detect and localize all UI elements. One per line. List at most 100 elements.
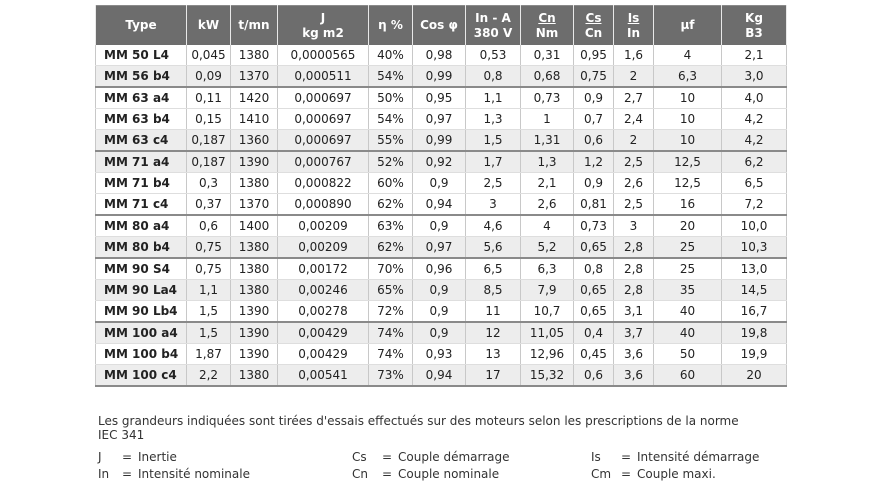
column-header: Is In xyxy=(613,5,654,45)
table-cell: 7,9 xyxy=(520,279,574,301)
legend-item: Is = Intensité démarrage xyxy=(591,450,759,464)
table-cell: 13,0 xyxy=(721,257,787,280)
table-cell: 0,7 xyxy=(573,108,614,130)
table-cell: 3 xyxy=(613,214,654,237)
table-cell: 73% xyxy=(368,364,413,387)
table-cell: 2,2 xyxy=(186,364,231,387)
column-header-line2: 380 V xyxy=(473,25,513,40)
table-row: MM 80 b4 0,75 1380 0,00209 62% 0,97 5,6 5,2 0,65… xyxy=(95,236,787,259)
table-cell: 62% xyxy=(368,193,413,216)
table-cell: 74% xyxy=(368,321,413,344)
table-cell: 63% xyxy=(368,214,413,237)
table-cell: 1390 xyxy=(230,150,278,173)
table-row: MM 100 c4 2,2 1380 0,00541 73% 0,94 17 15,32 0,6… xyxy=(95,364,787,387)
table-cell: 10 xyxy=(653,86,722,109)
motor-type-cell: MM 71 c4 xyxy=(95,193,187,216)
legend-abbr: Cn xyxy=(352,467,368,481)
table-cell: 54% xyxy=(368,108,413,130)
column-header: t/mn xyxy=(230,5,278,45)
table-cell: 6,3 xyxy=(520,257,574,280)
table-cell: 0,000697 xyxy=(277,86,369,109)
table-cell: 0,6 xyxy=(573,364,614,387)
column-header-line1: J xyxy=(320,10,326,25)
table-cell: 5,6 xyxy=(465,236,521,259)
legend-item: Cm = Couple maxi. xyxy=(591,467,716,481)
table-cell: 2,6 xyxy=(520,193,574,216)
table-cell: 3,6 xyxy=(613,343,654,365)
table-cell: 0,000511 xyxy=(277,65,369,88)
table-cell: 10 xyxy=(653,129,722,152)
table-cell: 0,94 xyxy=(412,364,466,387)
table-cell: 4,6 xyxy=(465,214,521,237)
table-cell: 2 xyxy=(613,129,654,152)
table-cell: 0,3 xyxy=(186,172,231,194)
table-cell: 6,5 xyxy=(721,172,787,194)
table-cell: 2,4 xyxy=(613,108,654,130)
table-cell: 1,1 xyxy=(465,86,521,109)
table-cell: 25 xyxy=(653,257,722,280)
column-header-line1: Cs xyxy=(585,10,602,25)
table-cell: 0,53 xyxy=(465,45,521,66)
table-row: MM 63 c4 0,187 1360 0,000697 55% 0,99 1,5 1,31 0… xyxy=(95,129,787,152)
motor-type-cell: MM 71 b4 xyxy=(95,172,187,194)
motor-type-cell: MM 100 c4 xyxy=(95,364,187,387)
legend-text: Intensité nominale xyxy=(138,467,250,481)
table-cell: 1380 xyxy=(230,257,278,280)
motor-type-cell: MM 90 La4 xyxy=(95,279,187,301)
table-cell: 0,9 xyxy=(412,300,466,323)
table-cell: 0,000767 xyxy=(277,150,369,173)
motor-type-cell: MM 63 c4 xyxy=(95,129,187,152)
table-cell: 55% xyxy=(368,129,413,152)
column-header-line1: Is xyxy=(627,10,640,25)
table-cell: 1,1 xyxy=(186,279,231,301)
table-cell: 0,68 xyxy=(520,65,574,88)
table-cell: 19,8 xyxy=(721,321,787,344)
legend-equals: = xyxy=(122,450,133,464)
table-cell: 70% xyxy=(368,257,413,280)
table-cell: 3,6 xyxy=(613,364,654,387)
column-header: Cn Nm xyxy=(520,5,574,45)
column-header: In - A 380 V xyxy=(465,5,521,45)
table-cell: 0,00209 xyxy=(277,236,369,259)
table-cell: 0,8 xyxy=(465,65,521,88)
table-cell: 1360 xyxy=(230,129,278,152)
table-body: MM 50 L4 0,045 1380 0,0000565 40% 0,98 0,53 0,3… xyxy=(95,45,787,387)
table-cell: 11 xyxy=(465,300,521,323)
table-cell: 0,6 xyxy=(573,129,614,152)
table-cell: 0,00429 xyxy=(277,343,369,365)
table-cell: 4,2 xyxy=(721,129,787,152)
column-header-line1: Type xyxy=(125,18,157,32)
table-cell: 40 xyxy=(653,300,722,323)
table-cell: 1380 xyxy=(230,172,278,194)
table-cell: 1,5 xyxy=(465,129,521,152)
table-cell: 6,2 xyxy=(721,150,787,173)
legend-equals: = xyxy=(621,450,632,464)
table-cell: 12,5 xyxy=(653,150,722,173)
table-cell: 0,73 xyxy=(573,214,614,237)
table-cell: 1 xyxy=(520,108,574,130)
table-cell: 12,5 xyxy=(653,172,722,194)
table-cell: 10,0 xyxy=(721,214,787,237)
legend-item: In = Intensité nominale xyxy=(98,467,250,481)
table-cell: 0,00278 xyxy=(277,300,369,323)
table-cell: 0,187 xyxy=(186,129,231,152)
table-cell: 0,95 xyxy=(573,45,614,66)
table-cell: 0,8 xyxy=(573,257,614,280)
motor-type-cell: MM 100 b4 xyxy=(95,343,187,365)
table-cell: 2,7 xyxy=(613,86,654,109)
table-cell: 25 xyxy=(653,236,722,259)
table-cell: 4,2 xyxy=(721,108,787,130)
table-cell: 4,0 xyxy=(721,86,787,109)
table-cell: 1390 xyxy=(230,321,278,344)
column-header: Cs Cn xyxy=(573,5,614,45)
table-cell: 13 xyxy=(465,343,521,365)
table-cell: 0,65 xyxy=(573,300,614,323)
table-row: MM 100 b4 1,87 1390 0,00429 74% 0,93 13 12,96 0,… xyxy=(95,343,787,365)
table-cell: 1370 xyxy=(230,193,278,216)
table-cell: 0,000822 xyxy=(277,172,369,194)
motor-type-cell: MM 50 L4 xyxy=(95,45,187,66)
table-cell: 8,5 xyxy=(465,279,521,301)
table-row: MM 90 La4 1,1 1380 0,00246 65% 0,9 8,5 7,9 0,65 2… xyxy=(95,279,787,301)
table-cell: 14,5 xyxy=(721,279,787,301)
